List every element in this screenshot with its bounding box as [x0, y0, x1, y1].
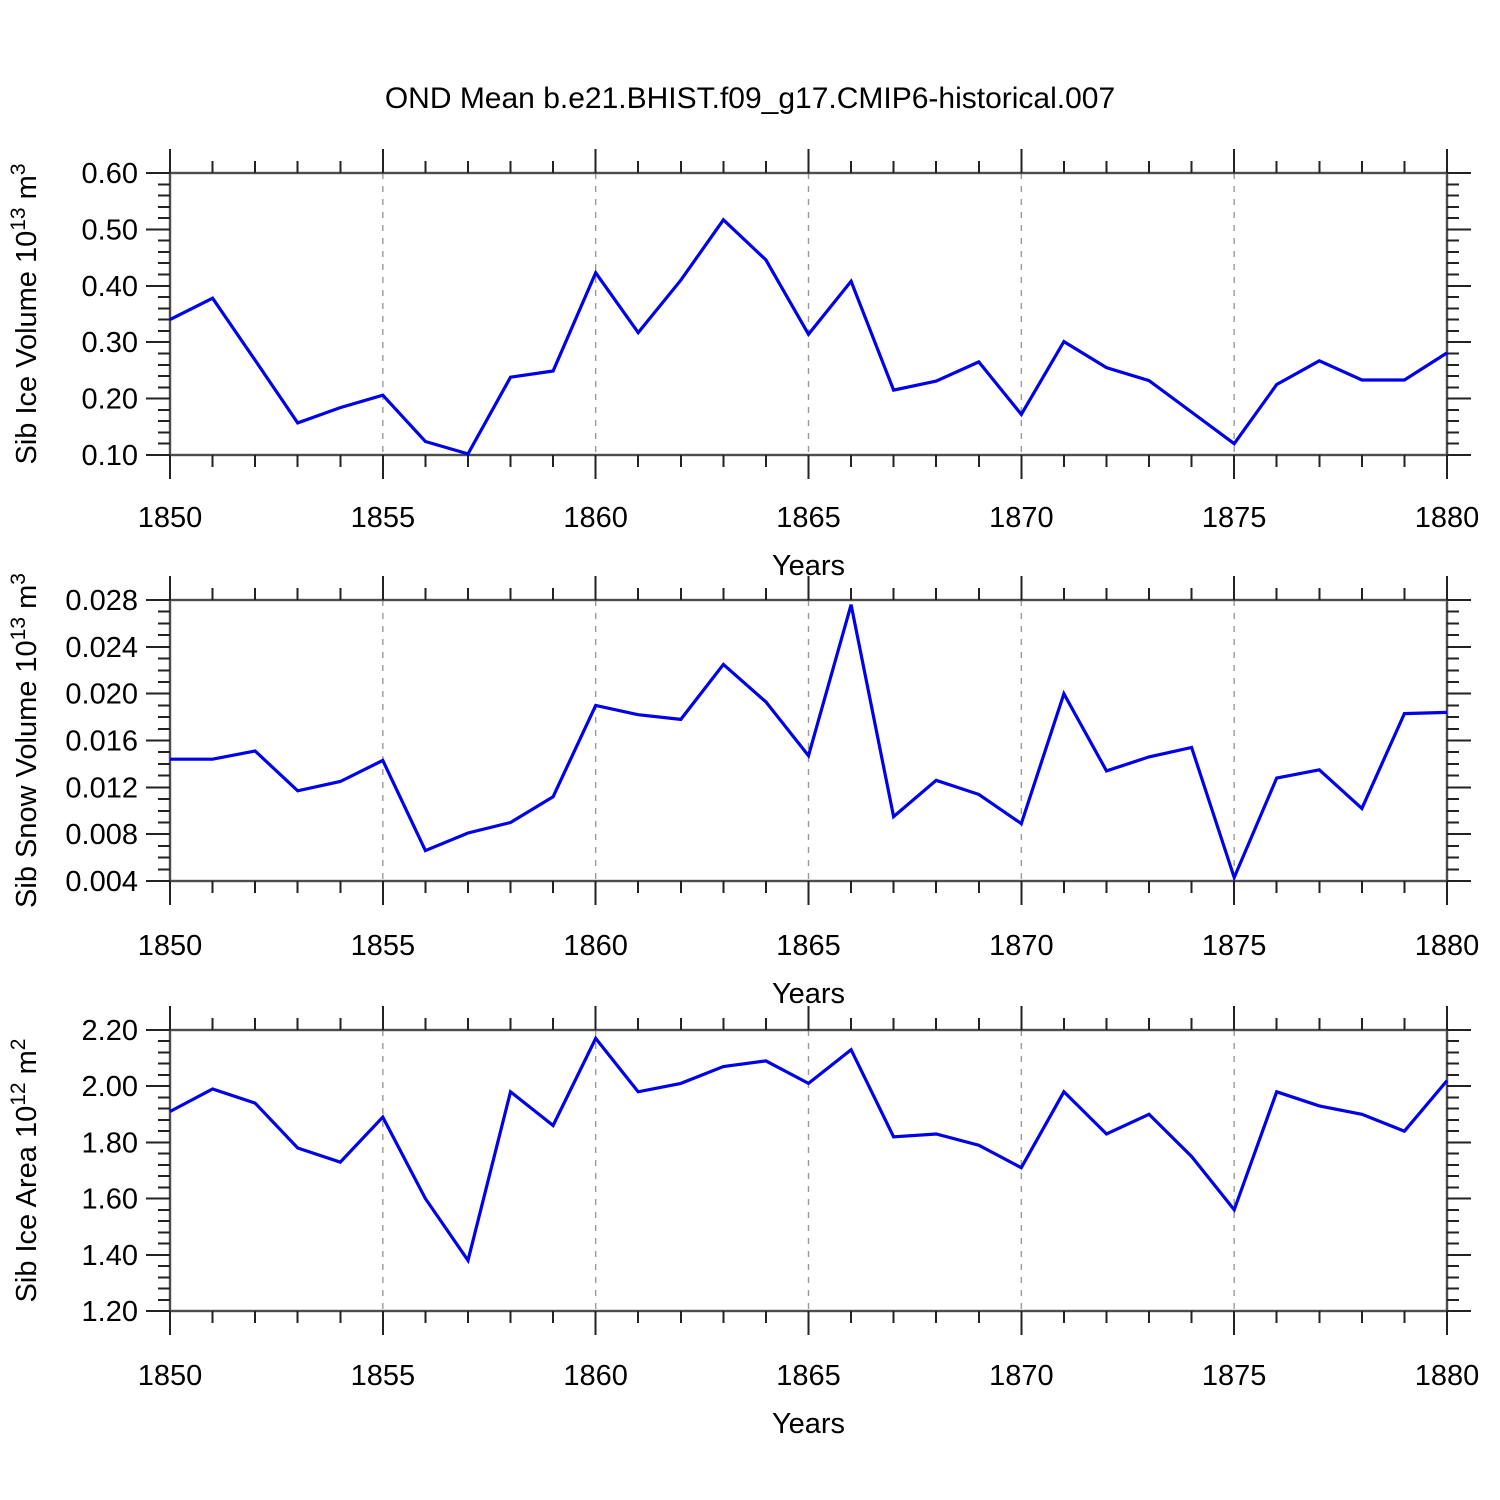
y-axis-title: Sib Snow Volume 1013 m3 — [7, 573, 43, 908]
y-tick-label: 0.028 — [65, 585, 138, 617]
x-tick-label: 1880 — [1415, 502, 1480, 534]
x-tick-label: 1860 — [563, 930, 628, 962]
x-tick-label: 1875 — [1202, 502, 1267, 534]
series-line — [169, 1035, 1449, 1265]
y-tick-label: 2.00 — [82, 1071, 138, 1103]
y-tick-label: 0.024 — [65, 632, 138, 664]
y-tick-label: 0.012 — [65, 772, 138, 804]
x-tick-label: 1875 — [1202, 1360, 1267, 1392]
y-tick-label: 2.20 — [82, 1015, 138, 1047]
y-tick-label: 0.40 — [82, 271, 138, 303]
chart-title: OND Mean b.e21.BHIST.f09_g17.CMIP6-histo… — [384, 82, 1116, 115]
x-tick-label: 1850 — [138, 502, 203, 534]
y-tick-label: 1.80 — [82, 1127, 138, 1159]
x-axis-title: Years — [772, 978, 845, 1010]
x-tick-label: 1855 — [351, 502, 416, 534]
y-tick-label: 0.004 — [65, 866, 138, 898]
series-line — [169, 217, 1448, 456]
y-tick-label: 0.50 — [82, 214, 138, 246]
x-tick-label: 1850 — [138, 930, 203, 962]
y-tick-label: 1.60 — [82, 1184, 138, 1216]
x-tick-label: 1870 — [989, 930, 1054, 962]
x-tick-label: 1865 — [776, 502, 841, 534]
ticks — [146, 149, 1471, 479]
ticks — [146, 576, 1471, 905]
x-tick-label: 1880 — [1415, 930, 1480, 962]
panel-sib-ice-volume: 0.10 0.20 0.30 0.40 0.50 0.60 1850 1855 1860 1865… — [7, 149, 1479, 582]
y-tick-label: 0.20 — [82, 384, 138, 416]
x-axis-title: Years — [772, 1408, 845, 1440]
x-tick-label: 1870 — [989, 1360, 1054, 1392]
y-tick-label: 1.20 — [82, 1296, 138, 1328]
y-tick-label: 0.60 — [82, 158, 138, 190]
y-axis-title: Sib Ice Area 1012 m2 — [7, 1039, 43, 1303]
y-tick-label: 0.10 — [82, 440, 138, 472]
x-tick-label: 1875 — [1202, 930, 1267, 962]
y-tick-label: 0.020 — [65, 679, 138, 711]
x-tick-label: 1860 — [563, 502, 628, 534]
x-tick-label: 1865 — [776, 1360, 841, 1392]
x-tick-label: 1880 — [1415, 1360, 1480, 1392]
x-tick-label: 1855 — [351, 930, 416, 962]
ticks — [146, 1006, 1471, 1335]
panel-sib-ice-area: 1.20 1.40 1.60 1.80 2.00 2.20 1850 1855 1860 1865… — [7, 1006, 1479, 1440]
y-tick-label: 1.40 — [82, 1240, 138, 1272]
panel-sib-snow-volume: 0.004 0.008 0.012 0.016 0.020 0.024 0.028 1850 1… — [7, 573, 1479, 1010]
x-tick-label: 1865 — [776, 930, 841, 962]
series-line — [170, 604, 1448, 883]
x-tick-label: 1870 — [989, 502, 1054, 534]
x-tick-label: 1855 — [351, 1360, 416, 1392]
x-tick-label: 1850 — [138, 1360, 203, 1392]
x-tick-label: 1860 — [563, 1360, 628, 1392]
y-axis-title: Sib Ice Volume 1013 m3 — [7, 163, 43, 464]
y-tick-label: 0.016 — [65, 726, 138, 758]
y-tick-label: 0.008 — [65, 819, 138, 851]
y-tick-label: 0.30 — [82, 327, 138, 359]
